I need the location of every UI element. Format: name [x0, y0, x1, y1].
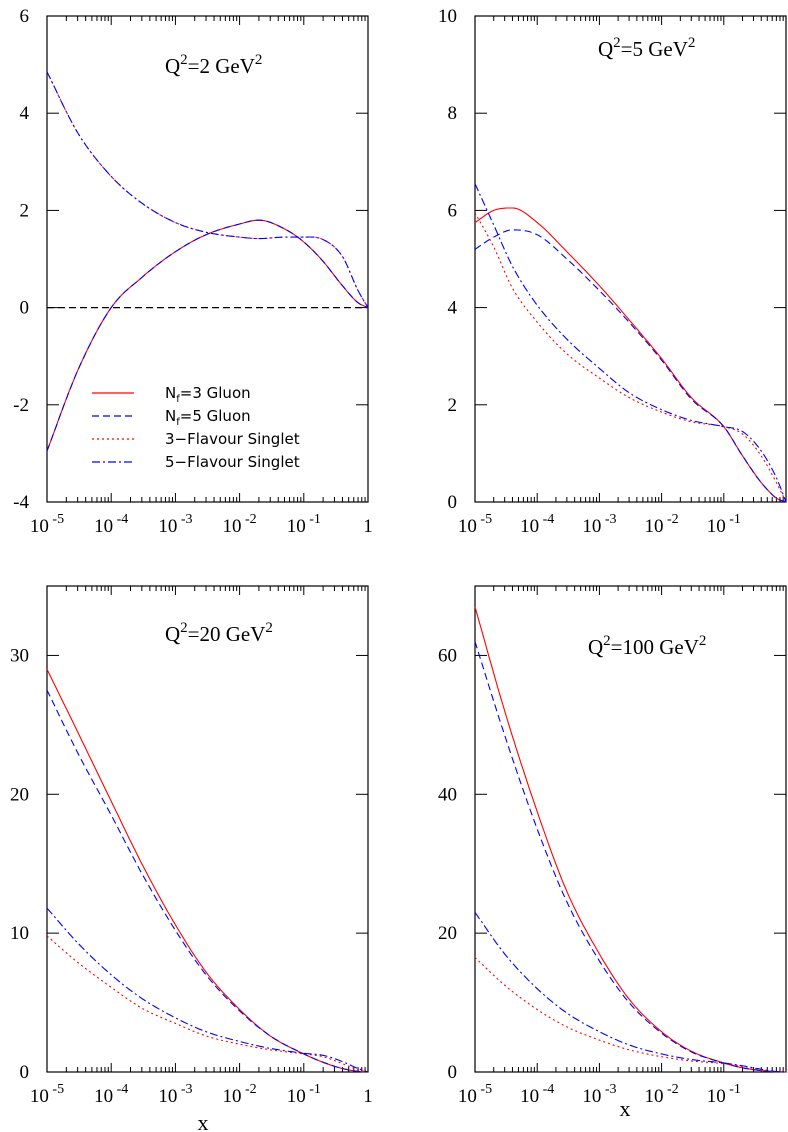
x-tick-label: 10 -2	[645, 1082, 679, 1107]
y-tick-label: 0	[448, 1062, 458, 1083]
chart-panel: -4 -2 0 2 4 6 10 -5 10 -4 10 -3 10 -2 10 -1 1 Q2=2 G…	[13, 6, 373, 537]
y-tick-label: 0	[20, 1062, 30, 1083]
chart-panel: 0 20 40 60 10 -5 10 -4 10 -3 10 -2 10 -1 x Q2=100 …	[438, 585, 787, 1121]
y-tick-label: 6	[20, 6, 30, 27]
singlet-5-flavour-line	[474, 911, 786, 1073]
y-tick-label: 30	[10, 645, 29, 666]
plot-frame	[46, 15, 369, 503]
y-tick-label: 8	[448, 103, 458, 124]
y-tick-label: 4	[20, 103, 30, 124]
chart-panel: 0 10 20 30 10 -5 10 -4 10 -3 10 -2 10 -1 1 x Q2=20 …	[10, 585, 373, 1132]
x-tick-label: 10 -4	[94, 512, 128, 537]
nf5-gluon-line	[474, 229, 787, 503]
singlet-3-flavour-line	[474, 957, 786, 1073]
y-tick-label: 0	[448, 492, 458, 513]
legend-label: Nf=3 Gluon	[165, 384, 251, 405]
x-tick-label: 10 -5	[458, 512, 492, 537]
y-tick-label: -2	[13, 395, 29, 416]
y-tick-label: 0	[20, 298, 30, 319]
nf3-gluon-line	[474, 207, 787, 503]
x-tick-label: 10 -1	[287, 1082, 321, 1107]
singlet-5-flavour-line	[46, 907, 369, 1073]
legend-label: 3−Flavour Singlet	[165, 430, 300, 448]
panel-label: Q2=100 GeV2	[588, 633, 706, 659]
y-tick-label: 60	[438, 645, 457, 666]
x-tick-label: 1	[363, 1086, 373, 1107]
plot-frame	[474, 585, 787, 1073]
x-tick-label: 10 -5	[458, 1082, 492, 1107]
y-tick-label: 2	[20, 200, 30, 221]
nf3-gluon-line	[474, 606, 786, 1073]
singlet-5-flavour-line	[474, 183, 787, 503]
x-tick-label: 10 -3	[158, 512, 192, 537]
panel-label: Q2=2 GeV2	[165, 52, 262, 78]
y-tick-label: -4	[13, 492, 29, 513]
y-tick-label: 40	[438, 784, 457, 805]
x-axis-label: x	[620, 1096, 631, 1121]
y-tick-label: 10	[438, 6, 457, 27]
x-tick-label: 10 -3	[582, 1082, 616, 1107]
x-axis-label: x	[198, 1110, 209, 1132]
x-tick-label: 10 -2	[223, 1082, 257, 1107]
x-tick-label: 10 -4	[520, 512, 554, 537]
y-tick-label: 20	[438, 923, 457, 944]
x-tick-label: 10 -1	[287, 512, 321, 537]
y-tick-label: 10	[10, 923, 29, 944]
x-tick-label: 10 -4	[520, 1082, 554, 1107]
singlet-3-flavour-line	[46, 71, 369, 308]
y-tick-label: 2	[448, 395, 458, 416]
y-tick-label: 20	[10, 784, 29, 805]
x-tick-label: 1	[363, 516, 373, 537]
y-tick-label: 6	[448, 200, 458, 221]
nf5-gluon-line	[474, 641, 786, 1073]
legend-label: 5−Flavour Singlet	[165, 453, 300, 471]
x-tick-label: 10 -3	[158, 1082, 192, 1107]
singlet-3-flavour-line	[46, 935, 369, 1073]
panel-label: Q2=5 GeV2	[598, 35, 695, 61]
x-tick-label: 10 -3	[582, 512, 616, 537]
x-tick-label: 10 -4	[94, 1082, 128, 1107]
singlet-5-flavour-line	[46, 71, 369, 308]
plot-frame	[46, 585, 369, 1073]
x-tick-label: 10 -1	[707, 1082, 741, 1107]
x-tick-label: 10 -5	[30, 1082, 64, 1107]
x-tick-label: 10 -2	[223, 512, 257, 537]
nf3-gluon-line	[46, 669, 368, 1073]
y-tick-label: 4	[448, 298, 458, 319]
nf5-gluon-line	[46, 219, 369, 452]
legend-label: Nf=5 Gluon	[165, 407, 251, 428]
x-tick-label: 10 -2	[645, 512, 679, 537]
chart-panels: -4 -2 0 2 4 6 10 -5 10 -4 10 -3 10 -2 10 -1 1 Q2=2 G…	[10, 6, 787, 1132]
panel-label: Q2=20 GeV2	[165, 620, 273, 646]
nf5-gluon-line	[46, 689, 368, 1073]
x-tick-label: 10 -5	[30, 512, 64, 537]
singlet-3-flavour-line	[474, 212, 787, 503]
x-tick-label: 10 -1	[707, 512, 741, 537]
chart-panel: 0 2 4 6 8 10 10 -5 10 -4 10 -3 10 -2 10 -1 Q2=5 GeV…	[438, 6, 787, 537]
plot-frame	[474, 15, 787, 503]
